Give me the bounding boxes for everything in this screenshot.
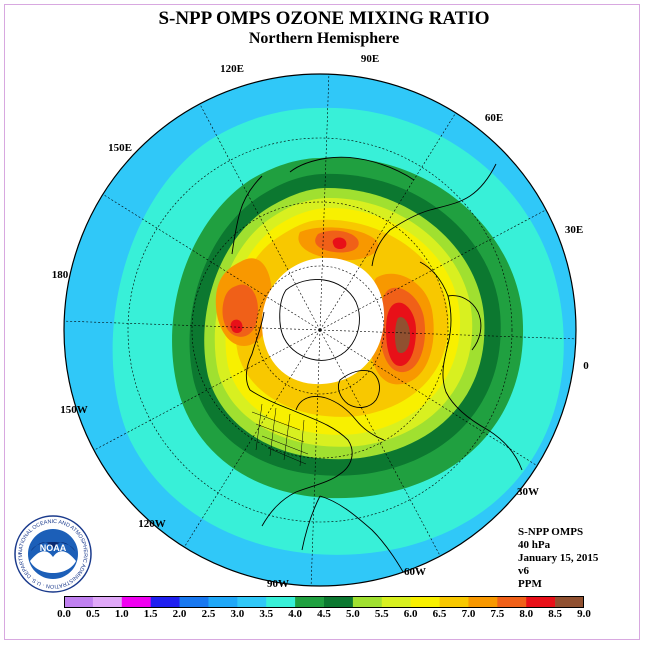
- map-edge: [63, 73, 577, 587]
- colorbar-swatch: [410, 596, 440, 608]
- meridian-120W: [184, 329, 321, 548]
- info-instrument: S-NPP OMPS: [518, 526, 584, 538]
- meridian-120E: [199, 103, 321, 331]
- colorbar-label: 2.0: [172, 608, 187, 620]
- meridian-60W: [319, 329, 441, 557]
- coast-north-america: [245, 311, 385, 527]
- logo-text: NOAA: [40, 543, 67, 553]
- longitude-label-120W: 120W: [138, 518, 166, 530]
- longitude-label-30W: 30W: [517, 486, 539, 498]
- colorbar-label: 1.5: [143, 608, 158, 620]
- colorbar-swatch: [208, 596, 238, 608]
- meridian-30W: [319, 329, 538, 466]
- colorbar-label: 4.0: [288, 608, 302, 620]
- latitude-circle-30: [127, 137, 513, 523]
- longitude-labels: 90E 60E 30E 0 30W 60W 90W 120W 150W 180 150E 120E: [52, 53, 590, 590]
- colorbar-label: 5.0: [346, 608, 360, 620]
- info-version: v6: [518, 565, 529, 577]
- polar-night-region: [262, 257, 385, 385]
- colorbar-label: 5.5: [374, 608, 389, 620]
- colorbar-swatch: [439, 596, 469, 608]
- colorbar-swatch: [121, 596, 151, 608]
- band-8.0-north: [332, 237, 347, 249]
- info-level: 40 hPa: [518, 539, 551, 551]
- colorbar-label: 7.0: [461, 608, 476, 620]
- longitude-label-90W: 90W: [267, 578, 289, 590]
- colorbar-swatch: [352, 596, 383, 608]
- colorbar-label: 0.0: [57, 608, 71, 620]
- colorbar-swatch: [381, 596, 411, 608]
- longitude-label-150E: 150E: [108, 142, 132, 154]
- colorbar-swatch: [526, 596, 556, 608]
- info-block: S-NPP OMPS 40 hPa January 15, 2015 v6 PP…: [518, 526, 598, 591]
- colorbar-swatch: [237, 596, 267, 608]
- info-units: PPM: [518, 578, 542, 590]
- colorbar-label: 3.5: [259, 608, 274, 620]
- state-line-1: [251, 411, 309, 465]
- noaa-logo: NATIONAL OCEANIC AND ATMOSPHERIC ADMINIS…: [14, 515, 92, 593]
- logo-bird-shape: [31, 542, 75, 551]
- colorbar-label: 3.0: [230, 608, 245, 620]
- colorbar-swatch: [555, 596, 584, 608]
- colorbar-label: 2.5: [201, 608, 216, 620]
- coast-asia: [231, 156, 497, 267]
- colorbar-swatch: [266, 596, 296, 608]
- meridian-90E: [319, 74, 330, 331]
- longitude-label-30E: 30E: [565, 224, 583, 236]
- meridian-150W: [93, 329, 321, 451]
- logo-bird-wave: [30, 551, 76, 573]
- colorbar-labels: 0.0 0.5 1.0 1.5 2.0 2.5 3.0 3.5 4.0 4.5 5.0 5.5 6.0 6…: [57, 608, 591, 622]
- meridian-0: [319, 329, 576, 340]
- colorbar-label: 6.5: [432, 608, 447, 620]
- state-line-2: [255, 403, 305, 467]
- band-8.5-east: [395, 317, 410, 354]
- info-date: January 15, 2015: [518, 552, 599, 564]
- colorbar-label: 8.5: [548, 608, 562, 620]
- map-title: S-NPP OMPS OZONE MIXING RATIO: [158, 8, 490, 29]
- meridian-150E: [102, 194, 321, 331]
- colorbar-label: 4.5: [317, 608, 331, 620]
- band-8.0-west: [230, 319, 243, 333]
- longitude-label-120E: 120E: [220, 63, 244, 75]
- coast-greenland: [337, 369, 380, 408]
- longitude-label-0: 0: [583, 360, 589, 372]
- colorbar-swatch: [295, 596, 325, 608]
- colorbar-label: 9.0: [577, 608, 591, 620]
- coast-arctic: [279, 279, 360, 361]
- longitude-label-180: 180: [52, 269, 69, 281]
- colorbar-swatch: [92, 596, 123, 608]
- meridian-90W: [310, 329, 321, 586]
- colorbar-swatch: [179, 596, 209, 608]
- colorbar-swatch: [64, 596, 94, 608]
- ozone-bands: [112, 107, 564, 555]
- us-state-lines: [251, 403, 309, 467]
- colorbar-label: 1.0: [114, 608, 129, 620]
- meridian-60E: [319, 112, 456, 331]
- latitude-circle-70: [255, 265, 385, 395]
- colorbar-label: 8.0: [519, 608, 534, 620]
- longitude-label-150W: 150W: [60, 404, 88, 416]
- colorbar-swatch: [324, 596, 354, 608]
- meridian-180: [64, 320, 321, 331]
- longitude-label-60E: 60E: [485, 112, 503, 124]
- meridian-30E: [319, 209, 547, 331]
- colorbar: [64, 596, 584, 608]
- colorbar-label: 0.5: [86, 608, 100, 620]
- coast-europe-africa: [419, 261, 523, 471]
- colorbar-swatch: [468, 596, 498, 608]
- colorbar-swatch: [150, 596, 180, 608]
- colorbar-label: 7.5: [490, 608, 505, 620]
- graticule: [64, 74, 576, 586]
- latitude-circle-50: [191, 201, 449, 459]
- figure-frame: [4, 4, 640, 640]
- colorbar-swatch: [497, 596, 527, 608]
- longitude-label-90E: 90E: [361, 53, 379, 65]
- colorbar-label: 6.0: [403, 608, 418, 620]
- colorbar-outline: [64, 596, 584, 608]
- longitude-label-60W: 60W: [404, 566, 426, 578]
- map-subtitle: Northern Hemisphere: [248, 30, 400, 47]
